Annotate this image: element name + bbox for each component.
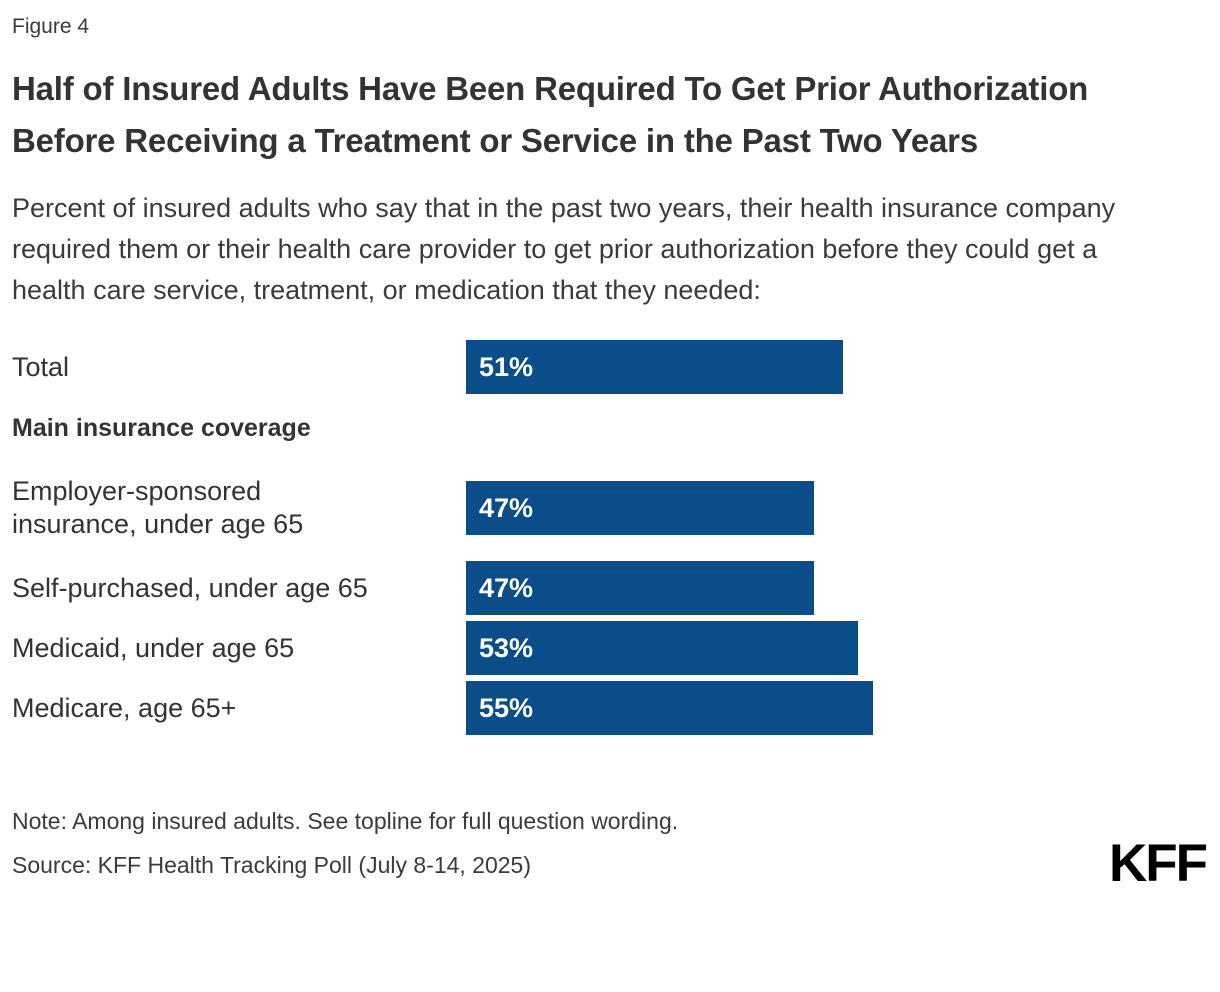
source-text: Source: KFF Health Tracking Poll (July 8…: [12, 852, 532, 878]
chart-row-employer-sponsored: Employer-sponsored insurance, under age …: [12, 474, 1208, 542]
bar-value-label-total: 51%: [479, 351, 534, 382]
bar-total: 51%: [466, 340, 844, 394]
bar-value-label-medicare: 55%: [479, 692, 534, 723]
bar-medicaid: 53%: [466, 621, 859, 675]
bar-track: 51%: [466, 340, 1206, 394]
bar-track: 47%: [466, 474, 1206, 542]
note-text: Note: Among insured adults. See topline …: [12, 808, 679, 834]
bar-track: 53%: [466, 621, 1206, 675]
bar-value-label-employer-sponsored: 47%: [479, 492, 534, 523]
chart-row-medicaid: Medicaid, under age 65 53%: [12, 621, 1208, 675]
footer: Note: Among insured adults. See topline …: [12, 806, 1208, 893]
category-label-employer-sponsored: Employer-sponsored insurance, under age …: [12, 476, 304, 539]
category-label-self-purchased: Self-purchased, under age 65: [12, 572, 368, 603]
bar-self-purchased: 47%: [466, 561, 814, 615]
figure-label: Figure 4: [12, 15, 90, 38]
bar-value-label-medicaid: 53%: [479, 632, 534, 663]
category-label-total: Total: [12, 351, 70, 382]
chart-row-self-purchased: Self-purchased, under age 65 47%: [12, 561, 1208, 615]
category-label-medicare: Medicare, age 65+: [12, 692, 237, 723]
bar-medicare: 55%: [466, 681, 873, 735]
bar-chart: Total 51% Main insurance coverage Employ…: [12, 340, 1208, 735]
chart-title: Half of Insured Adults Have Been Require…: [12, 70, 1089, 159]
group-header-main-insurance-coverage: Main insurance coverage: [12, 414, 311, 442]
bar-track: 55%: [466, 681, 1206, 735]
chart-row-medicare: Medicare, age 65+ 55%: [12, 681, 1208, 735]
bar-track: 47%: [466, 561, 1206, 615]
bar-value-label-self-purchased: 47%: [479, 572, 534, 603]
kff-logo: KFF: [1108, 834, 1208, 893]
bar-employer-sponsored: 47%: [466, 481, 814, 535]
chart-subtitle: Percent of insured adults who say that i…: [12, 193, 1116, 305]
chart-row-total: Total 51%: [12, 340, 1208, 394]
category-label-medicaid: Medicaid, under age 65: [12, 632, 295, 663]
